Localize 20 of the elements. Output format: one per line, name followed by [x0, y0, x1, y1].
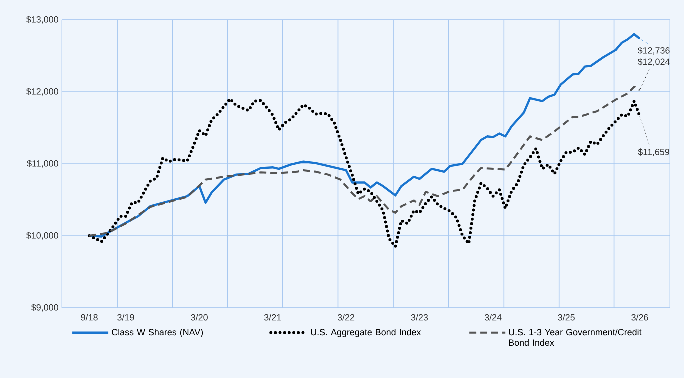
x-tick-label: 3/25	[558, 314, 575, 321]
x-tick-label: 3/21	[264, 314, 282, 321]
annotation: $11,659	[638, 148, 670, 156]
x-tick-label: 3/24	[484, 314, 502, 321]
x-tick-label: 3/23	[411, 314, 428, 321]
x-tick-label: 3/19	[118, 314, 134, 321]
annotation: $12,024	[638, 58, 670, 66]
legend-label: Class W Shares (NAV)	[112, 328, 204, 338]
y-tick-label: $10,000	[26, 232, 58, 240]
y-tick-label: $9,000	[31, 304, 58, 312]
x-tick-label: 9/18	[81, 314, 98, 321]
y-tick-label: $11,000	[27, 160, 58, 168]
x-tick-label: 3/22	[338, 314, 355, 321]
legend-label: U.S. 1-3 Year Government/Credit Bond Index	[509, 328, 642, 346]
legend-label: U.S. Aggregate Bond Index	[311, 328, 422, 338]
annotation: $12,736	[638, 47, 670, 55]
y-tick-label: $13,000	[26, 16, 58, 24]
x-tick-label: 3/20	[191, 314, 208, 321]
y-tick-label: $12,000	[26, 88, 58, 96]
x-tick-label: 3/26	[632, 314, 648, 321]
